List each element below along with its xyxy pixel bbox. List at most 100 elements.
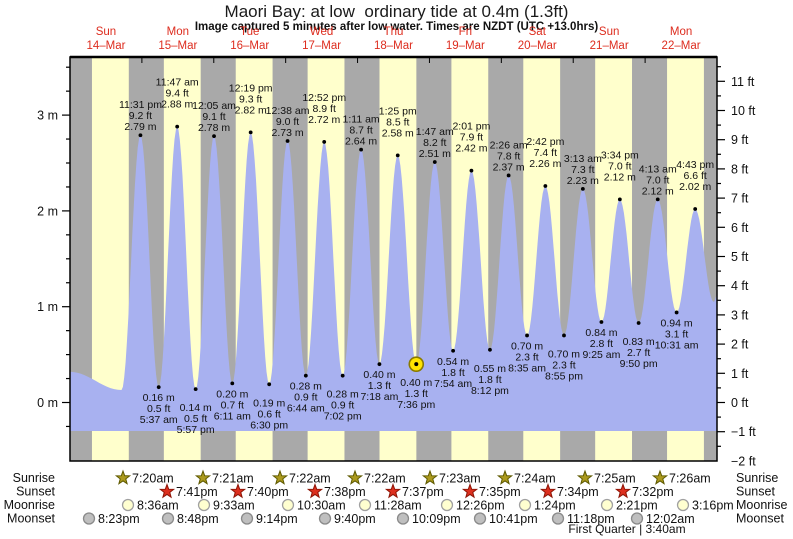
astro-time: 7:41pm xyxy=(176,485,218,499)
svg-text:4:43 pm: 4:43 pm xyxy=(676,159,714,171)
day-name: Sun xyxy=(96,26,116,38)
y-axis-label-ft: −2 ft xyxy=(731,454,756,468)
svg-text:9.3 ft: 9.3 ft xyxy=(239,93,262,105)
current-time-marker-dot xyxy=(414,362,419,367)
day-date: 17–Mar xyxy=(302,40,341,52)
astro-time: 7:25am xyxy=(594,472,636,486)
svg-text:0.70 m: 0.70 m xyxy=(548,348,580,360)
high-tide-label: 3:13 am7.3 ft2.23 m xyxy=(564,153,602,191)
day-label: Tue 16–Mar xyxy=(213,26,269,63)
svg-text:0.54 m: 0.54 m xyxy=(437,356,469,368)
low-tide-label: 0.84 m2.8 ft9:25 am xyxy=(582,320,621,361)
astro-row-moonset: Moonset Moonset 8:23pm 8:48pm 9:14pm 9:40pm 10… xyxy=(7,512,784,527)
astro-row-label-left: Sunrise xyxy=(13,471,55,485)
astro-time: 11:18pm xyxy=(567,512,615,526)
low-tide-label: 0.28 m0.9 ft6:44 am xyxy=(287,373,325,415)
svg-text:6:30 pm: 6:30 pm xyxy=(250,419,288,431)
svg-text:1:47 am: 1:47 am xyxy=(416,126,454,138)
svg-text:0.7 ft: 0.7 ft xyxy=(221,399,244,411)
low-tide-point xyxy=(377,362,382,367)
svg-text:8.2 ft: 8.2 ft xyxy=(423,137,446,149)
svg-text:6.6 ft: 6.6 ft xyxy=(684,170,707,182)
svg-text:7.0 ft: 7.0 ft xyxy=(608,160,631,172)
moonrise-icon xyxy=(358,498,372,512)
svg-text:1.3 ft: 1.3 ft xyxy=(368,380,391,392)
astro-time: 10:41pm xyxy=(489,512,538,526)
low-tide-point xyxy=(451,348,456,353)
high-tide-label: 1:25 pm8.5 ft2.58 m xyxy=(379,105,417,158)
high-tide-label: 4:43 pm6.6 ft2.02 m xyxy=(676,159,714,211)
day-name: Mon xyxy=(167,26,189,38)
low-tide-point xyxy=(599,320,604,324)
moonset-icon xyxy=(82,512,96,525)
svg-text:1.8 ft: 1.8 ft xyxy=(478,374,501,386)
sunrise-icon xyxy=(271,469,289,485)
svg-text:9.0 ft: 9.0 ft xyxy=(276,116,299,128)
high-tide-label: 1:11 am8.7 ft2.64 m xyxy=(343,114,380,152)
svg-text:2:01 pm: 2:01 pm xyxy=(452,121,490,133)
tide-area xyxy=(70,126,717,431)
svg-text:7.0 ft: 7.0 ft xyxy=(646,174,669,186)
day-date: 22–Mar xyxy=(662,40,701,52)
astro-time: 7:23am xyxy=(439,472,481,486)
y-axis-label-ft: 8 ft xyxy=(731,162,749,176)
day-name: Thu xyxy=(384,26,404,38)
moonset-icon xyxy=(473,512,487,525)
day-label: Sat 20–Mar xyxy=(500,26,557,63)
high-tide-label: 4:13 am7.0 ft2.12 m xyxy=(639,163,677,202)
y-axis-label-ft: 2 ft xyxy=(731,338,749,352)
y-axis-label-ft: 3 ft xyxy=(731,308,749,322)
chart-subtitle: Image captured 5 minutes after low water… xyxy=(194,21,599,33)
moonrise-icon xyxy=(197,498,211,512)
astro-time: 7:38pm xyxy=(324,485,366,499)
svg-text:0.84 m: 0.84 m xyxy=(585,327,617,339)
day-date: 21–Mar xyxy=(590,40,629,52)
svg-text:8.5 ft: 8.5 ft xyxy=(386,116,409,128)
sunrise-icon xyxy=(651,469,669,485)
svg-text:0.14 m: 0.14 m xyxy=(180,402,212,414)
svg-text:2.02 m: 2.02 m xyxy=(679,181,711,193)
high-tide-point xyxy=(175,124,180,129)
day-name: Fri xyxy=(459,26,472,38)
low-tide-point xyxy=(303,373,308,378)
low-tide-point xyxy=(674,310,679,315)
day-name: Sun xyxy=(599,26,619,38)
astro-time: 8:48pm xyxy=(177,512,219,526)
y-axis-label-ft: 4 ft xyxy=(731,279,749,293)
astro-time: 3:16pm xyxy=(692,499,734,513)
sunset-icon xyxy=(461,483,479,499)
sunrise-icon xyxy=(346,469,364,485)
astro-time: 10:09pm xyxy=(412,512,461,526)
svg-text:2.8 ft: 2.8 ft xyxy=(590,338,613,350)
astro-row-label-left: Moonrise xyxy=(4,498,55,512)
astro-row-label-right: Sunset xyxy=(736,485,775,499)
low-tide-point xyxy=(562,333,566,338)
svg-text:2.3 ft: 2.3 ft xyxy=(552,359,575,371)
moonrise-icon xyxy=(440,498,454,512)
low-tide-point xyxy=(267,382,272,387)
high-tide-point xyxy=(580,186,585,191)
day-date: 16–Mar xyxy=(230,40,269,52)
high-tide-point xyxy=(285,139,290,143)
y-axis-label-m: 3 m xyxy=(37,109,58,123)
y-axis-label-ft: 0 ft xyxy=(731,396,749,410)
svg-text:2.23 m: 2.23 m xyxy=(567,175,599,187)
sunset-icon xyxy=(614,483,632,499)
svg-text:12:38 am: 12:38 am xyxy=(266,105,310,117)
moonrise-icon xyxy=(281,498,295,512)
day-date: 14–Mar xyxy=(86,40,125,52)
astro-row-label-right: Sunrise xyxy=(736,471,778,485)
svg-text:7.4 ft: 7.4 ft xyxy=(534,147,557,159)
svg-text:1:25 pm: 1:25 pm xyxy=(379,105,417,117)
high-tide-label: 11:47 am9.4 ft2.88 m xyxy=(156,77,199,129)
moonrise-icon xyxy=(600,498,614,512)
svg-text:0.55 m: 0.55 m xyxy=(474,363,506,375)
low-tide-label: 0.70 m2.3 ft8:55 pm xyxy=(545,333,583,382)
svg-text:0.83 m: 0.83 m xyxy=(623,336,655,348)
svg-text:3:13 am: 3:13 am xyxy=(564,153,602,165)
svg-text:7.8 ft: 7.8 ft xyxy=(497,150,520,162)
moonset-icon xyxy=(240,512,254,525)
astro-time: 7:40pm xyxy=(247,485,289,499)
svg-text:6:11 am: 6:11 am xyxy=(214,410,251,422)
astro-time: 11:28am xyxy=(374,499,422,513)
